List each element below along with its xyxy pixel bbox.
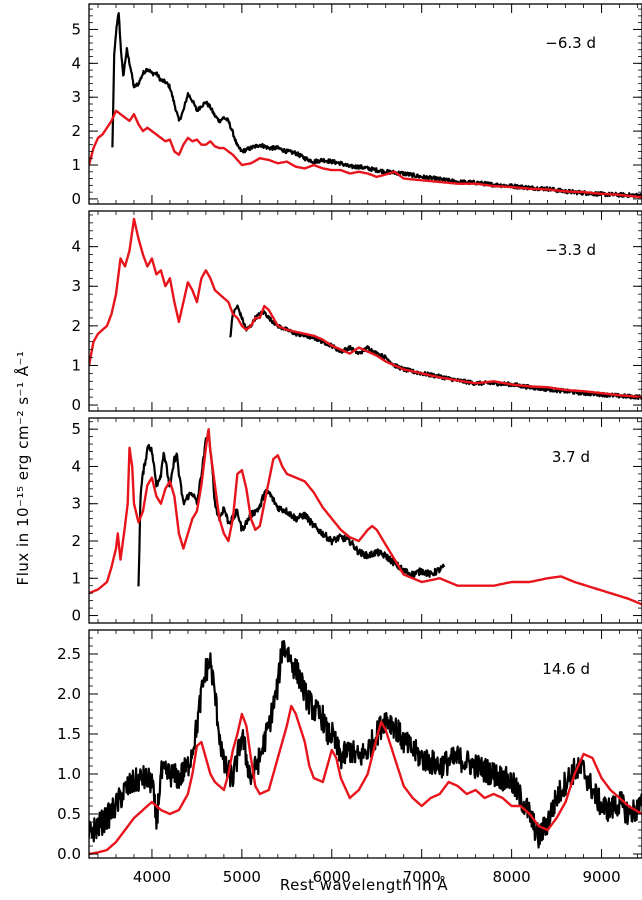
y-tick-label: 0.0 xyxy=(57,845,81,863)
model-spectrum-line xyxy=(89,704,642,856)
y-axis-title: Flux in 10⁻¹⁵ erg cm⁻² s⁻¹ Å⁻¹ xyxy=(13,351,32,586)
y-tick-label: 2.0 xyxy=(57,685,81,703)
y-tick-label: 1 xyxy=(71,356,81,374)
y-tick-label: 4 xyxy=(71,54,81,72)
y-tick-label: 2 xyxy=(71,532,81,550)
y-tick-label: 1 xyxy=(71,569,81,587)
x-tick-label: 7000 xyxy=(403,868,441,886)
y-tick-label: 1 xyxy=(71,156,81,174)
y-tick-label: 4 xyxy=(71,238,81,256)
y-tick-label: 0 xyxy=(71,396,81,414)
spectrum-panel: 0.0 0.5 1.0 1.5 2.0 2.5 14.6 d xyxy=(57,629,642,863)
epoch-label: 14.6 d xyxy=(542,660,590,678)
epoch-label: −3.3 d xyxy=(545,241,596,259)
y-tick-label: 4 xyxy=(71,457,81,475)
y-tick-label: 3 xyxy=(71,277,81,295)
x-tick-label: 4000 xyxy=(133,868,171,886)
spectrum-panel: 0 1 2 3 4 5 3.7 d xyxy=(71,417,642,625)
spectrum-panel: 0 1 2 3 4 5 −6.3 d xyxy=(71,3,642,208)
model-spectrum-line xyxy=(89,109,642,199)
y-tick-label: 0 xyxy=(71,190,81,208)
x-axis-title: Rest wavelength in Å xyxy=(280,875,449,894)
y-tick-label: 5 xyxy=(71,420,81,438)
epoch-label: −6.3 d xyxy=(545,34,596,52)
y-tick-label: 0 xyxy=(71,607,81,625)
panel-frame xyxy=(88,210,642,412)
y-tick-label: 3 xyxy=(71,495,81,513)
y-tick-label: 2 xyxy=(71,122,81,140)
y-tick-label: 5 xyxy=(71,20,81,38)
panel-frame xyxy=(88,629,642,859)
spectrum-panel: 0 1 2 3 4 −3.3 d xyxy=(71,210,642,414)
epoch-label: 3.7 d xyxy=(552,448,590,466)
y-tick-label: 0.5 xyxy=(57,805,81,823)
x-tick-label: 9000 xyxy=(582,868,620,886)
panel-frame xyxy=(88,417,642,624)
x-tick-label: 5000 xyxy=(223,868,261,886)
model-spectrum-line xyxy=(89,428,642,606)
observed-spectrum-line xyxy=(137,430,446,587)
x-tick-label: 6000 xyxy=(313,868,351,886)
y-tick-label: 1.5 xyxy=(57,725,81,743)
y-tick-label: 3 xyxy=(71,88,81,106)
observed-spectrum-line xyxy=(89,639,642,849)
y-tick-label: 2.5 xyxy=(57,645,81,663)
y-tick-label: 1.0 xyxy=(57,765,81,783)
y-tick-label: 2 xyxy=(71,317,81,335)
x-tick-label: 8000 xyxy=(493,868,531,886)
model-spectrum-line xyxy=(89,217,642,399)
observed-spectrum-line xyxy=(229,304,642,400)
